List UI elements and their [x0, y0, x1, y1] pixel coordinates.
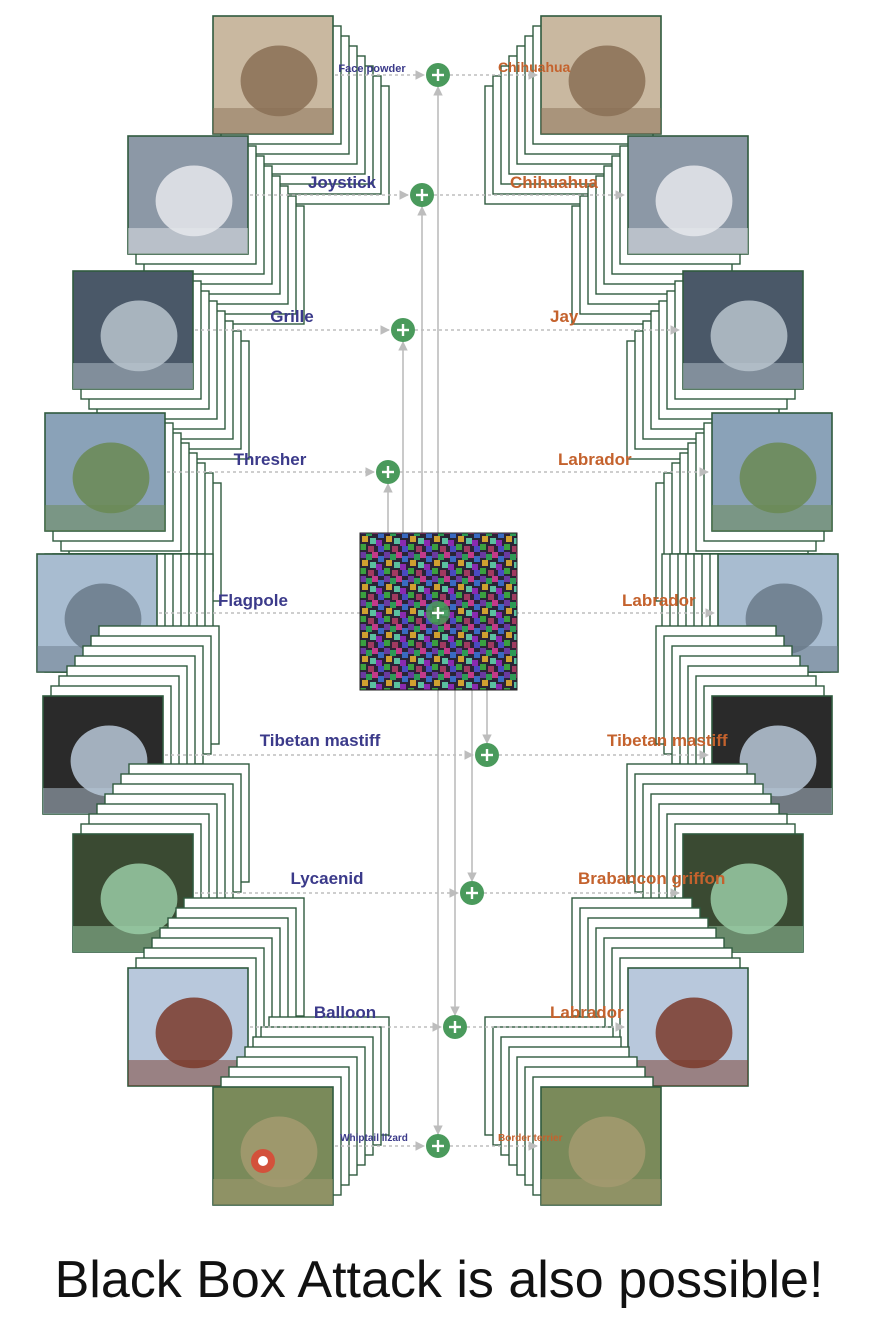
adversarial-photo [627, 967, 749, 1087]
left-image-stack [212, 15, 390, 205]
right-image-stack [484, 1016, 662, 1206]
adversarial-photo [540, 15, 662, 135]
plus-circle-icon [410, 183, 434, 207]
source-label: Whiptail lizard [340, 1133, 408, 1144]
source-photo [127, 135, 249, 255]
source-label: Face powder [338, 63, 406, 75]
source-label: Thresher [234, 450, 307, 469]
plus-circle-icon [475, 743, 499, 767]
source-label: Lycaenid [290, 869, 363, 888]
plus-circle-icon [376, 460, 400, 484]
right-image-stack [571, 135, 749, 325]
plus-circle-icon [426, 601, 450, 625]
target-label: Labrador [558, 450, 632, 469]
target-label: Labrador [550, 1003, 624, 1022]
source-photo [212, 1086, 334, 1206]
target-label: Jay [550, 307, 579, 326]
target-label: Chihuahua [510, 173, 598, 192]
source-photo [127, 967, 249, 1087]
adversarial-photo [627, 135, 749, 255]
left-image-stack [212, 1016, 390, 1206]
adversarial-photo [540, 1086, 662, 1206]
source-label: Joystick [308, 173, 377, 192]
right-image-stack [571, 897, 749, 1087]
plus-circle-icon [443, 1015, 467, 1039]
source-label: Grille [270, 307, 313, 326]
left-image-stack [127, 897, 305, 1087]
adversarial-photo [711, 412, 833, 532]
source-label: Tibetan mastiff [260, 731, 381, 750]
left-image-stack [72, 270, 250, 460]
target-label: Border terrier [498, 1133, 563, 1144]
left-image-stack [42, 625, 220, 815]
target-label: Labrador [622, 591, 696, 610]
right-image-stack [626, 763, 804, 953]
plus-circle-icon [460, 881, 484, 905]
plus-circle-icon [426, 1134, 450, 1158]
target-label: Tibetan mastiff [607, 731, 728, 750]
source-label: Flagpole [218, 591, 288, 610]
right-image-stack [484, 15, 662, 205]
source-photo [72, 270, 194, 390]
left-image-stack [72, 763, 250, 953]
plus-circle-icon [426, 63, 450, 87]
source-photo [44, 412, 166, 532]
right-image-stack [655, 412, 833, 602]
source-photo [212, 15, 334, 135]
right-image-stack [655, 625, 833, 815]
plus-circle-icon [391, 318, 415, 342]
caption: Black Box Attack is also possible! [54, 1251, 824, 1309]
source-label: Balloon [314, 1003, 376, 1022]
adversarial-photo [682, 270, 804, 390]
target-label: Chihuahua [498, 59, 571, 75]
left-image-stack [127, 135, 305, 325]
target-label: Brabancon griffon [578, 869, 725, 888]
